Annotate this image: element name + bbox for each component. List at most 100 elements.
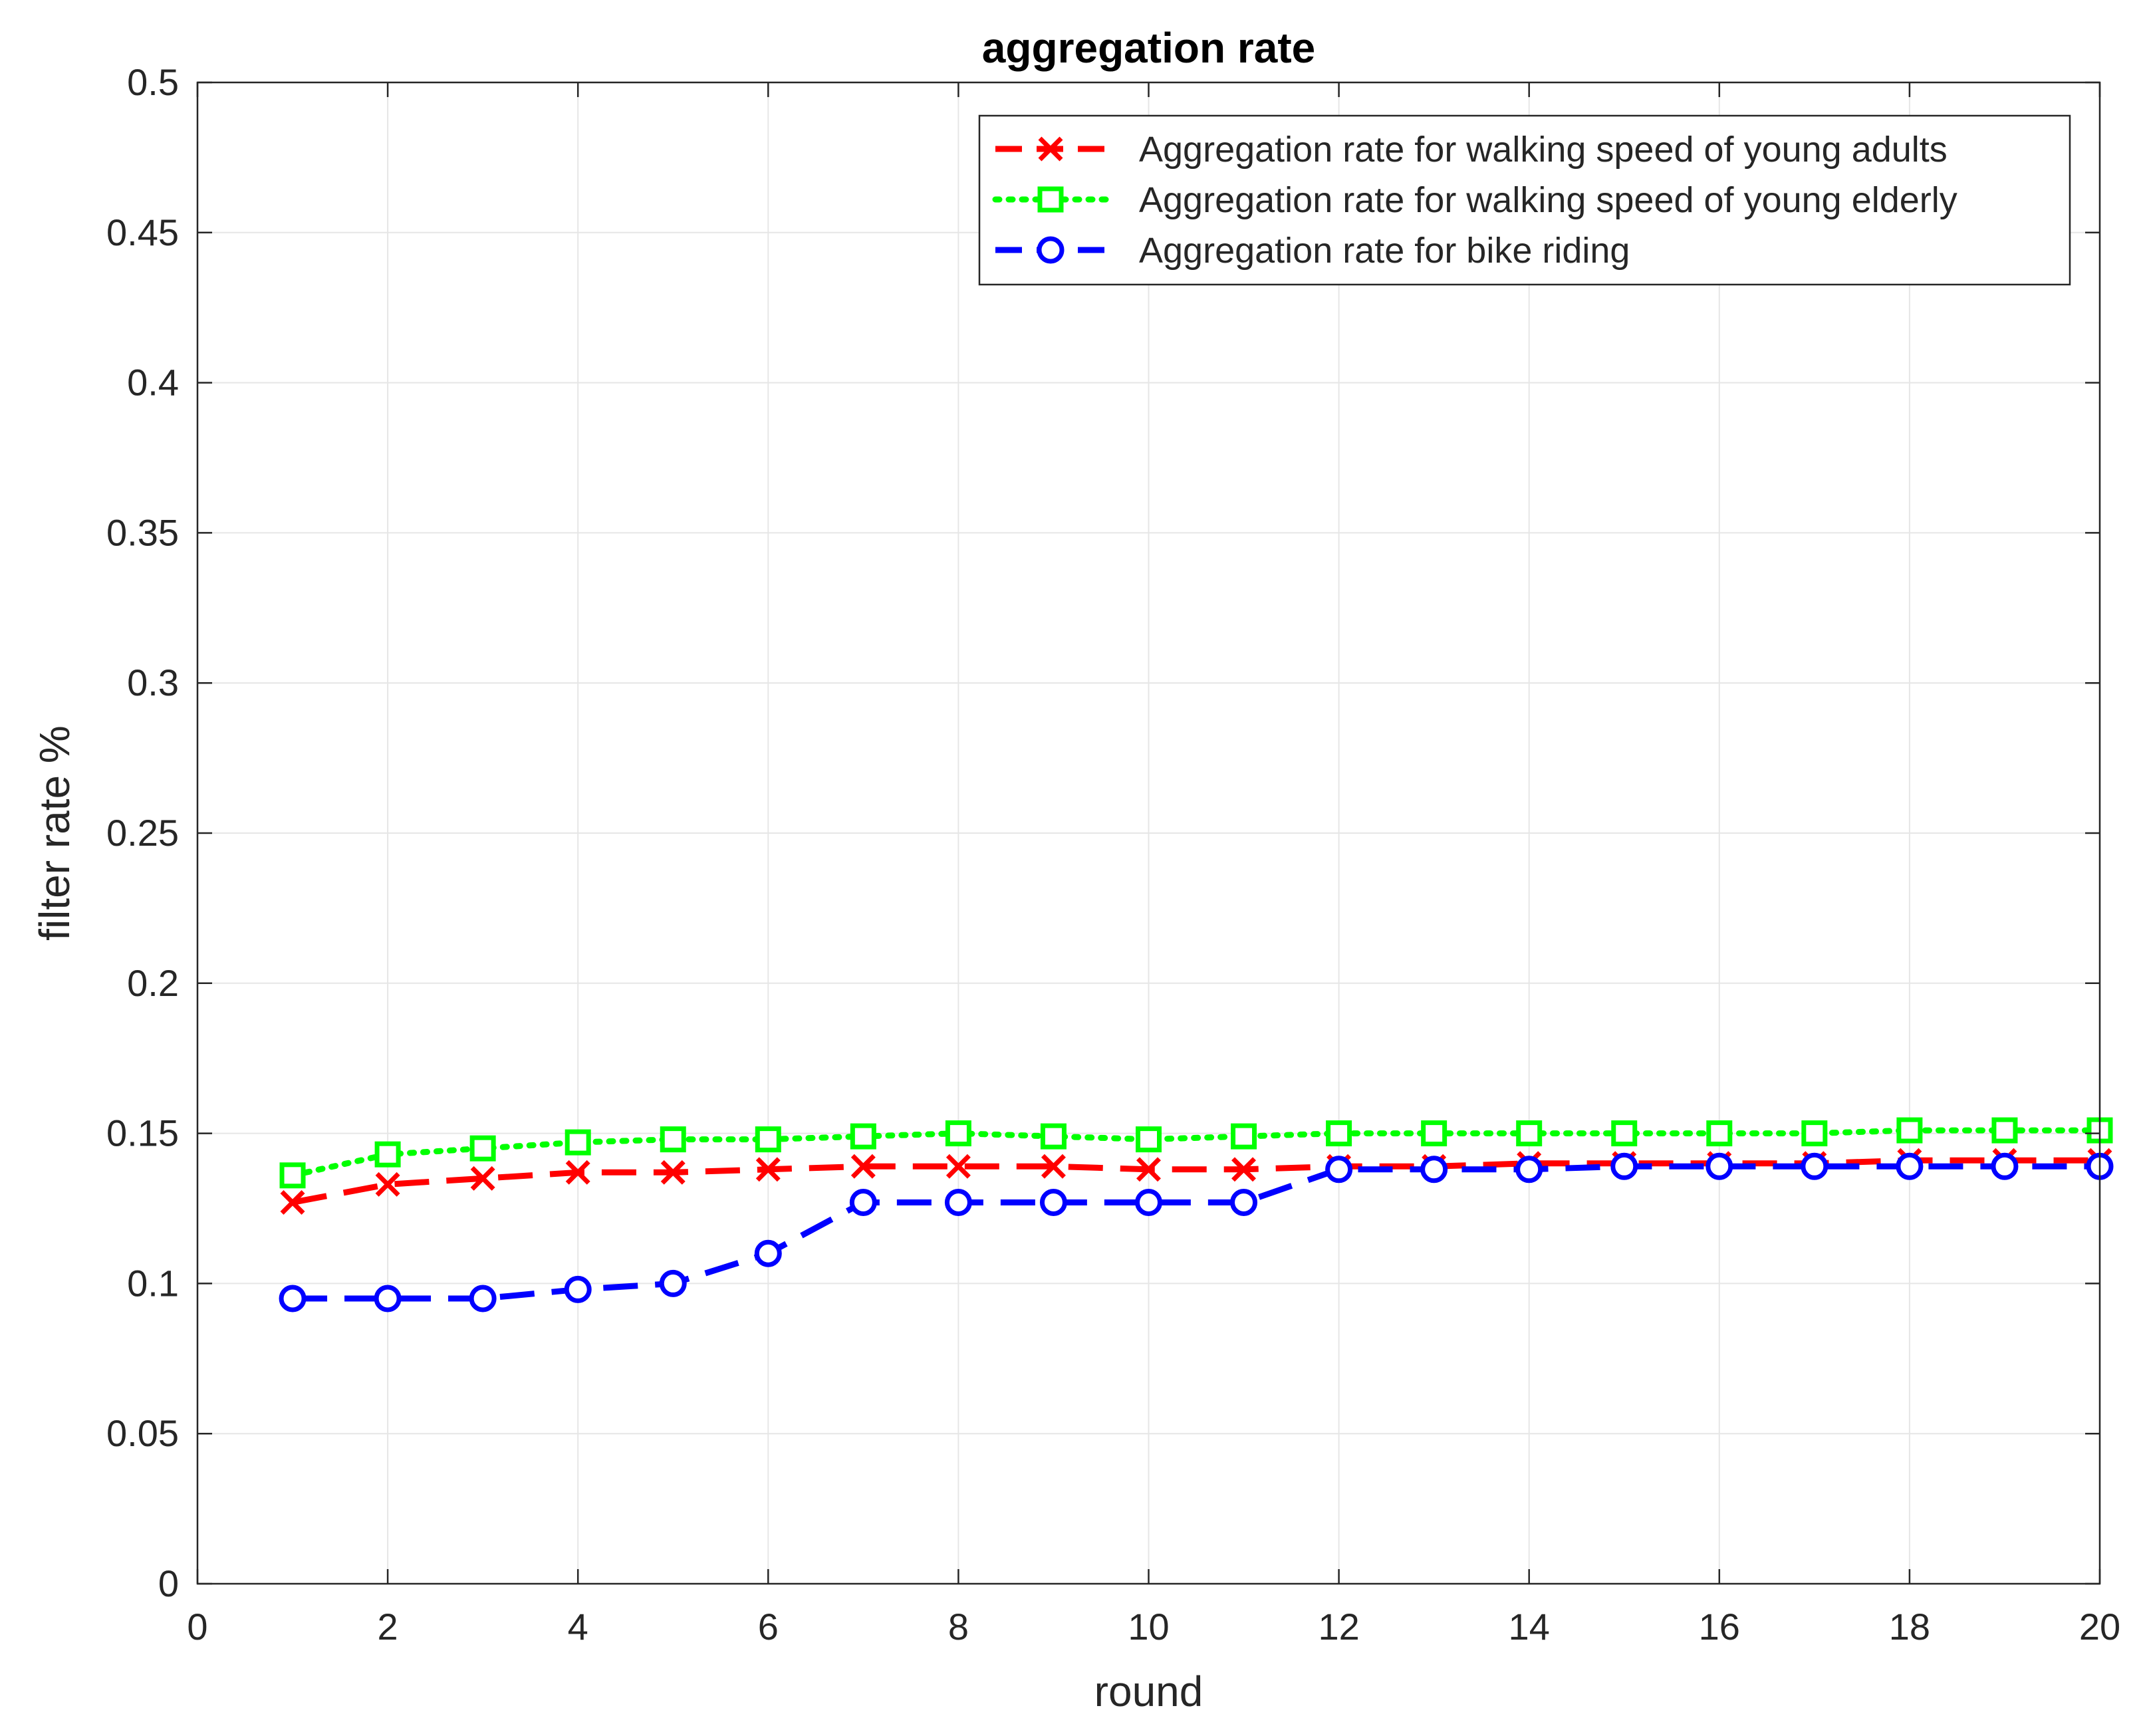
x-tick-label: 20 bbox=[2079, 1606, 2120, 1648]
marker-stroke bbox=[755, 1157, 781, 1182]
series-2-point bbox=[755, 1126, 781, 1153]
x-tick-label: 12 bbox=[1318, 1606, 1359, 1648]
x-axis-label: round bbox=[1094, 1668, 1203, 1715]
series-3-point bbox=[1991, 1152, 2019, 1180]
marker-stroke bbox=[1231, 1157, 1257, 1182]
series-2-point bbox=[945, 1120, 971, 1147]
series-2-point bbox=[565, 1129, 591, 1156]
legend-label: Aggregation rate for walking speed of yo… bbox=[1139, 130, 1948, 170]
series-3-point bbox=[1610, 1152, 1638, 1180]
x-tick-label: 16 bbox=[1699, 1606, 1740, 1648]
series-3-point bbox=[1896, 1152, 1924, 1180]
axes bbox=[196, 81, 2101, 1585]
series-2-point bbox=[1801, 1120, 1828, 1147]
series-3-point bbox=[1325, 1156, 1353, 1183]
series-3-point bbox=[1420, 1156, 1448, 1183]
x-tick-label: 2 bbox=[378, 1606, 398, 1648]
legend-marker bbox=[1037, 236, 1065, 264]
series-1-point bbox=[755, 1157, 781, 1182]
series-1-line bbox=[292, 1157, 2100, 1205]
series-1-point bbox=[1041, 1154, 1066, 1179]
series-3-point bbox=[849, 1188, 877, 1216]
legend-entry: Aggregation rate for walking speed of yo… bbox=[992, 180, 1957, 220]
y-axis-label: filter rate % bbox=[31, 725, 78, 941]
x-tick-label: 8 bbox=[948, 1606, 969, 1648]
series-3-point bbox=[1135, 1188, 1162, 1216]
x-tick-label: 4 bbox=[568, 1606, 588, 1648]
series-2-point bbox=[1040, 1123, 1067, 1150]
series-3-point bbox=[279, 1285, 307, 1312]
series-2-point bbox=[1991, 1117, 2018, 1144]
series-2-point bbox=[850, 1123, 876, 1150]
x-tick-label: 6 bbox=[758, 1606, 779, 1648]
series-2-point bbox=[1326, 1120, 1352, 1147]
marker-stroke bbox=[850, 1154, 876, 1179]
series-3-point bbox=[1039, 1188, 1067, 1216]
series-3-point bbox=[1515, 1156, 1543, 1183]
y-tick-label: 0.05 bbox=[106, 1412, 179, 1454]
chart-title: aggregation rate bbox=[982, 24, 1315, 72]
series-3-point bbox=[659, 1269, 687, 1297]
y-tick-label: 0.15 bbox=[106, 1112, 179, 1154]
legend-marker bbox=[1038, 136, 1063, 162]
marker-stroke bbox=[945, 1154, 971, 1179]
series-2-point bbox=[660, 1126, 686, 1153]
y-tick-label: 0.35 bbox=[106, 511, 179, 553]
series-3-point bbox=[1230, 1188, 1258, 1216]
marker-stroke bbox=[1136, 1157, 1161, 1182]
x-tick-label: 0 bbox=[187, 1606, 207, 1648]
legend-entry: Aggregation rate for walking speed of yo… bbox=[995, 130, 1948, 170]
marker-stroke bbox=[660, 1160, 686, 1185]
y-tick-label: 0.2 bbox=[127, 962, 179, 1004]
series-2-point bbox=[1231, 1123, 1257, 1150]
legend-label: Aggregation rate for walking speed of yo… bbox=[1139, 180, 1957, 220]
series-2-point bbox=[1421, 1120, 1448, 1147]
legend-entry: Aggregation rate for bike riding bbox=[995, 231, 1630, 271]
series-2-point bbox=[1516, 1120, 1543, 1147]
legend-marker bbox=[1037, 186, 1064, 213]
tick-labels: 0 2 4 6 8 10 12 14 16 18 20 0 0.05 0.1 0.15 0.2 0.25 0.3 0… bbox=[106, 61, 2120, 1648]
marker-stroke bbox=[565, 1160, 590, 1185]
marker-stroke bbox=[280, 1189, 305, 1215]
series-1-point bbox=[660, 1160, 686, 1185]
marker-stroke bbox=[1041, 1154, 1066, 1179]
series-3-point bbox=[944, 1188, 972, 1216]
marker-stroke bbox=[1038, 136, 1063, 162]
series-3-point bbox=[564, 1275, 592, 1303]
series-3-point bbox=[1705, 1152, 1733, 1180]
series-1-point bbox=[280, 1189, 305, 1215]
series-layer bbox=[279, 1117, 2114, 1312]
x-tick-label: 10 bbox=[1128, 1606, 1169, 1648]
marker-stroke bbox=[470, 1166, 495, 1191]
series-2 bbox=[279, 1117, 2113, 1189]
series-2-point bbox=[374, 1141, 401, 1168]
series-1-point bbox=[1136, 1157, 1161, 1182]
y-tick-label: 0 bbox=[158, 1562, 179, 1604]
series-2-line bbox=[289, 1127, 2103, 1179]
series-2-point bbox=[1706, 1120, 1733, 1147]
y-tick-label: 0.25 bbox=[106, 812, 179, 854]
series-3-point bbox=[1801, 1152, 1828, 1180]
x-tick-label: 18 bbox=[1889, 1606, 1930, 1648]
series-1-point bbox=[565, 1160, 590, 1185]
series-2-point bbox=[1896, 1117, 1923, 1144]
legend: Aggregation rate for walking speed of yo… bbox=[978, 114, 2071, 286]
series-1-point bbox=[1231, 1157, 1257, 1182]
series-3-point bbox=[469, 1285, 497, 1312]
y-tick-label: 0.5 bbox=[127, 61, 179, 103]
series-1-point bbox=[470, 1166, 495, 1191]
series-2-point bbox=[1136, 1126, 1162, 1153]
x-tick-label: 14 bbox=[1509, 1606, 1550, 1648]
series-3-point bbox=[374, 1285, 402, 1312]
series-1-point bbox=[945, 1154, 971, 1179]
series-3-line bbox=[293, 1163, 2100, 1302]
y-tick-label: 0.1 bbox=[127, 1262, 179, 1304]
y-tick-label: 0.4 bbox=[127, 362, 179, 404]
legend-label: Aggregation rate for bike riding bbox=[1139, 231, 1630, 271]
series-2-point bbox=[469, 1135, 496, 1162]
series-3-point bbox=[754, 1239, 782, 1267]
series-2-point bbox=[279, 1162, 306, 1189]
